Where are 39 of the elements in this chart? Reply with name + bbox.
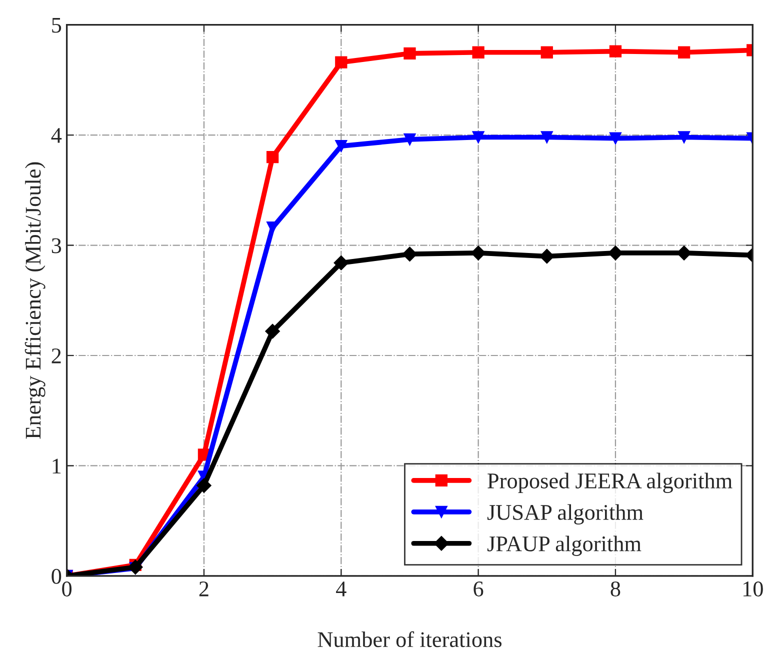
y-tick-label: 5 — [52, 18, 62, 33]
legend-label: JUSAP algorithm — [487, 504, 644, 524]
x-tick-label: 10 — [743, 581, 763, 596]
point — [540, 46, 553, 58]
point — [128, 560, 143, 575]
point — [540, 248, 554, 264]
point — [404, 47, 416, 60]
point — [678, 46, 690, 58]
point — [540, 131, 553, 144]
x-tick-label: 8 — [610, 581, 620, 596]
point — [676, 246, 692, 260]
point — [196, 478, 212, 493]
point — [404, 133, 416, 146]
point — [266, 151, 279, 164]
legend-label: JPAUP algorithm — [487, 536, 642, 556]
x-tick-label: 6 — [474, 582, 484, 596]
y-tick-label: 0 — [52, 568, 62, 584]
y-tick-label: 1 — [52, 458, 61, 474]
y-tick-label: 2 — [52, 348, 61, 364]
point — [265, 324, 280, 339]
legend-label: Proposed JEERA algorithm — [488, 472, 732, 494]
point — [402, 246, 418, 262]
point — [470, 246, 486, 260]
y-tick-label: 3 — [52, 238, 62, 254]
point — [335, 56, 348, 68]
x-tick-label: 0 — [62, 581, 72, 596]
point — [608, 246, 623, 260]
point — [609, 132, 622, 144]
x-tick-label: 4 — [336, 582, 346, 596]
y-axis-title: Energy Efficiency (Mbit/Joule) — [24, 162, 46, 439]
x-axis-title: Number of iterations — [318, 631, 502, 648]
point — [472, 46, 484, 58]
y-tick-label: 4 — [51, 128, 62, 143]
x-tick-label: 2 — [199, 582, 208, 596]
point — [472, 131, 484, 144]
point — [334, 256, 349, 270]
point — [609, 45, 622, 58]
point — [335, 140, 348, 152]
point — [678, 131, 690, 144]
